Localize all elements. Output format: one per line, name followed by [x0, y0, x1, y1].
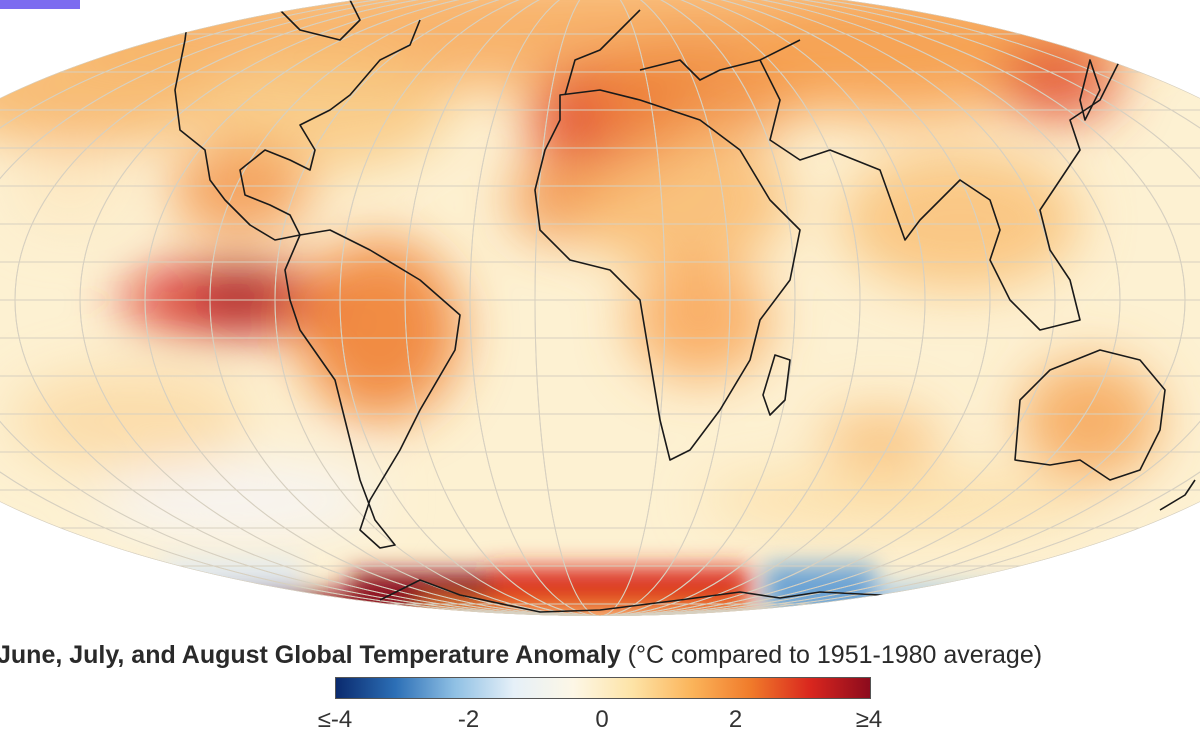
graticule: [0, 0, 1200, 616]
legend-tick-0: ≤-4: [317, 706, 353, 733]
coastline-madagascar: [762, 354, 791, 416]
caption-title: June, July, and August Global Temperatur…: [0, 641, 621, 669]
legend-tick-1: -2: [457, 706, 480, 733]
legend-tick-2: 0: [595, 706, 609, 733]
coastline-new-zealand: [1159, 479, 1196, 511]
anomaly-field: [0, 0, 1160, 540]
map-caption: June, July, and August Global Temperatur…: [0, 640, 1200, 670]
legend-ticks: ≤-4 -2 0 2 ≥4: [0, 706, 1200, 742]
legend-colorbar: [335, 677, 871, 699]
coastline-greenland: [269, 0, 361, 41]
coastline-south-america: [284, 229, 461, 549]
temperature-anomaly-map: [0, 0, 1200, 616]
coastline-australia: [1014, 349, 1166, 481]
coastline-asia: [759, 0, 1121, 331]
map-svg: [0, 0, 1200, 616]
coastline-africa: [534, 89, 801, 461]
legend-tick-4: ≥4: [855, 706, 883, 733]
coastline-europe: [564, 9, 801, 96]
caption-subtitle: (°C compared to 1951-1980 average): [620, 641, 1043, 669]
corner-tab: [0, 0, 80, 9]
coastline-japan: [1079, 59, 1101, 121]
legend-tick-3: 2: [728, 706, 743, 733]
